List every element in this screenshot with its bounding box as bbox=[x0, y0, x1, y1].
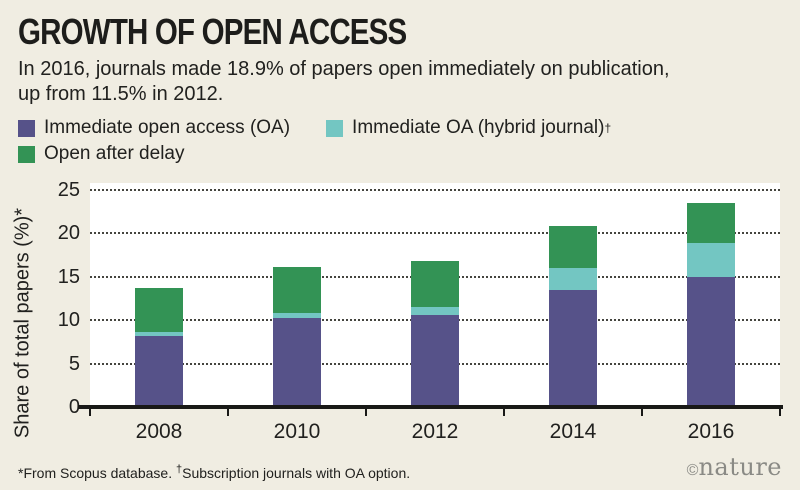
x-axis-ticks bbox=[89, 409, 781, 417]
x-axis-tick bbox=[365, 409, 367, 416]
y-tick-label-0: 0 bbox=[68, 396, 80, 418]
y-tick-label-5: 5 bbox=[68, 352, 80, 375]
bar-segment bbox=[273, 313, 321, 319]
bar-segment bbox=[687, 242, 735, 277]
chart-legend: Immediate open access (OA) Immediate OA (… bbox=[0, 115, 800, 167]
y-tick-label-15: 15 bbox=[57, 265, 80, 288]
bar-chart: Share of total papers (%)* 0 5 10 15 20 25 20… bbox=[8, 179, 783, 444]
x-tick-label-2012: 2012 bbox=[411, 420, 459, 443]
x-axis-tick bbox=[503, 409, 505, 416]
bar-stack-2008 bbox=[135, 288, 183, 407]
bar-stack-2016 bbox=[687, 203, 735, 407]
legend-row-1: Immediate open access (OA) Immediate OA (… bbox=[18, 115, 800, 141]
footer: *From Scopus database. †Subscription jou… bbox=[0, 453, 800, 481]
subtitle: In 2016, journals made 18.9% of papers o… bbox=[18, 57, 782, 107]
legend-swatch-icon bbox=[326, 119, 344, 137]
legend-swatch-icon bbox=[18, 119, 35, 137]
nature-logo-text: nature bbox=[698, 453, 782, 481]
bar-segment bbox=[549, 268, 597, 290]
subtitle-line-1: In 2016, journals made 18.9% of papers o… bbox=[18, 58, 670, 80]
x-axis-tick bbox=[779, 409, 781, 416]
x-tick-label-2008: 2008 bbox=[135, 420, 183, 443]
bar-group-2012 bbox=[366, 183, 504, 407]
x-tick-label-2014: 2014 bbox=[549, 420, 597, 443]
bar-segment bbox=[135, 332, 183, 336]
bar-stack-2012 bbox=[411, 261, 459, 407]
bar-group-2010 bbox=[228, 183, 366, 407]
bar-stack-2010 bbox=[273, 267, 321, 407]
footnote: *From Scopus database. †Subscription jou… bbox=[18, 463, 411, 481]
legend-label: Immediate open access (OA) bbox=[44, 117, 291, 138]
bar-segment bbox=[411, 261, 459, 308]
x-axis-labels: 2008 2010 2012 2014 2016 bbox=[90, 420, 780, 444]
legend-label: Open after delay bbox=[44, 143, 185, 164]
x-axis-tick bbox=[89, 409, 91, 416]
nature-logo: ©nature bbox=[687, 453, 782, 481]
copyright-icon: © bbox=[686, 462, 699, 479]
dagger-icon: † bbox=[175, 463, 183, 476]
legend-label: Immediate OA (hybrid journal) bbox=[352, 117, 605, 138]
x-axis-tick bbox=[227, 409, 229, 416]
subtitle-line-2: up from 11.5% in 2012. bbox=[18, 83, 224, 105]
bar-stack-2014 bbox=[549, 226, 597, 407]
page-title: GROWTH OF OPEN ACCESS bbox=[18, 11, 407, 52]
legend-row-2: Open after delay bbox=[18, 141, 800, 167]
bar-segment bbox=[411, 315, 459, 407]
bar-segment bbox=[135, 288, 183, 333]
bar-segment bbox=[273, 318, 321, 407]
y-tick-label-10: 10 bbox=[57, 309, 80, 332]
plot-area bbox=[90, 183, 780, 407]
y-tick-label-20: 20 bbox=[57, 222, 80, 245]
gridline-20 bbox=[90, 232, 780, 235]
bar-segment bbox=[273, 267, 321, 314]
y-axis-title-text: Share of total papers (%)* bbox=[11, 207, 34, 439]
y-axis-title: Share of total papers (%)* bbox=[8, 183, 38, 444]
plot-area-wrapper: 0 5 10 15 20 25 2008 2010 2012 2014 2016 bbox=[58, 179, 783, 444]
bar-segment bbox=[549, 289, 597, 407]
bar-group-2008 bbox=[90, 183, 228, 407]
legend-item: Open after delay bbox=[18, 143, 184, 165]
bar-group-2014 bbox=[504, 183, 642, 407]
y-tick-label-25: 25 bbox=[57, 179, 80, 201]
bar-group-2016 bbox=[642, 183, 780, 407]
bar-segment bbox=[687, 276, 735, 407]
x-tick-label-2010: 2010 bbox=[273, 420, 321, 443]
bars bbox=[90, 183, 780, 407]
legend-swatch-icon bbox=[18, 145, 35, 163]
bar-segment bbox=[135, 335, 183, 407]
footnote-source: *From Scopus database. bbox=[18, 465, 176, 481]
legend-item: Immediate OA (hybrid journal) † bbox=[326, 117, 611, 139]
x-axis-tick bbox=[641, 409, 643, 416]
bar-segment bbox=[549, 226, 597, 269]
footnote-dagger-text: Subscription journals with OA option. bbox=[182, 465, 411, 481]
legend-item: Immediate open access (OA) bbox=[18, 117, 290, 139]
bar-segment bbox=[411, 307, 459, 315]
y-axis-tick-labels: 0 5 10 15 20 25 bbox=[38, 179, 80, 418]
bar-segment bbox=[687, 203, 735, 243]
header: GROWTH OF OPEN ACCESS In 2016, journals … bbox=[0, 12, 800, 107]
x-tick-label-2016: 2016 bbox=[687, 420, 735, 443]
x-axis-line bbox=[78, 405, 783, 409]
gridline-25 bbox=[90, 189, 780, 191]
